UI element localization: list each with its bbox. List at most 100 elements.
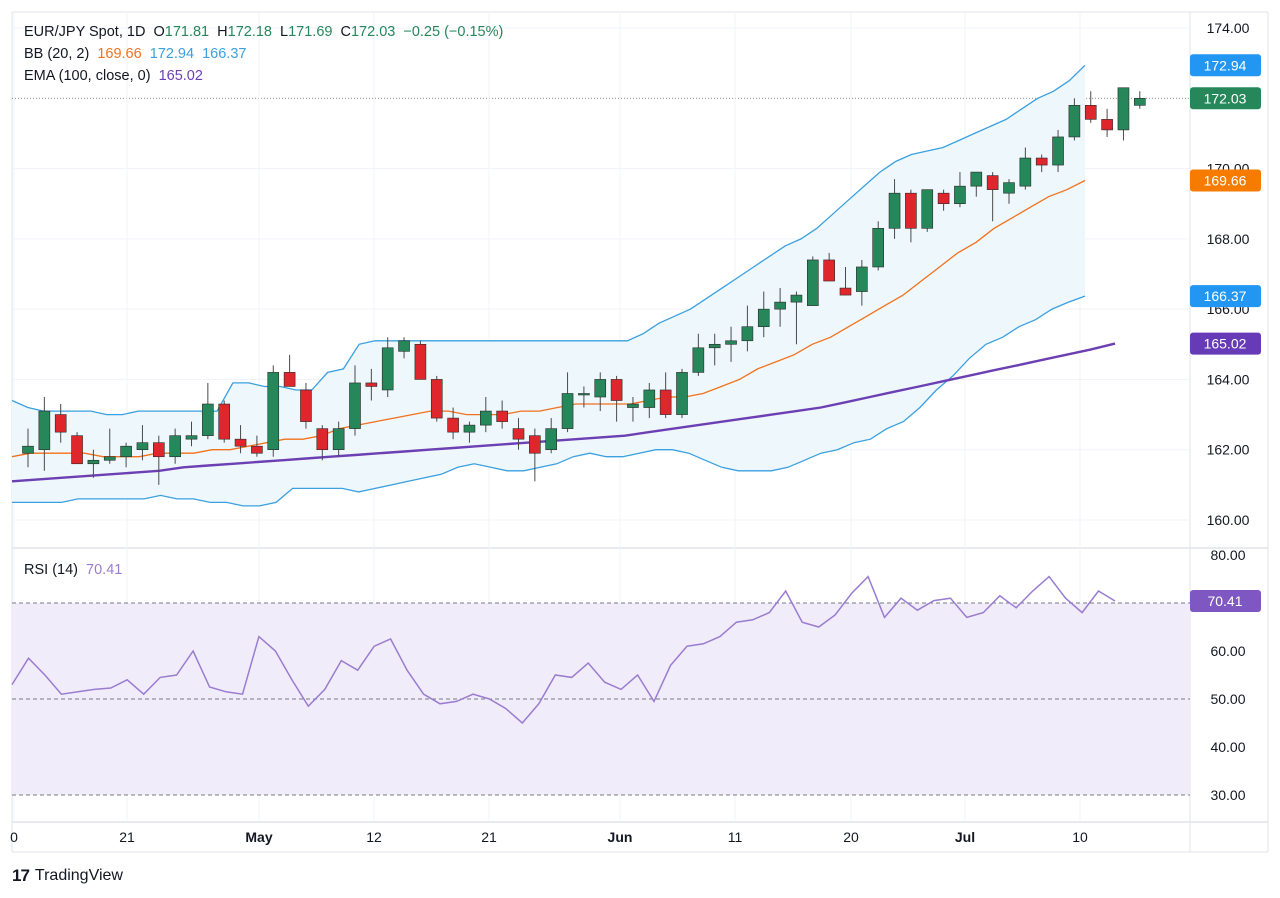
candle-down-body xyxy=(1101,119,1113,131)
candle-up-body xyxy=(1003,182,1015,194)
price-tick-label: 164.00 xyxy=(1207,371,1250,387)
change-value: −0.25 (−0.15%) xyxy=(403,24,504,40)
rsi-tick-label: 40.00 xyxy=(1210,739,1245,755)
candle-up-body xyxy=(87,459,100,465)
candle xyxy=(381,337,394,397)
time-tick-label: 20 xyxy=(843,829,859,845)
candle-up-body xyxy=(954,185,966,205)
time-tick-label: Jul xyxy=(955,829,975,845)
candle xyxy=(103,428,116,464)
candle-up-body xyxy=(1117,87,1130,131)
candle-up-body xyxy=(741,326,754,342)
candle xyxy=(725,326,737,362)
bb-lower-price-label: 166.37 xyxy=(1190,285,1261,308)
candle xyxy=(1134,91,1146,109)
candle-down-body xyxy=(823,259,835,282)
bb-lower-line xyxy=(12,295,1086,507)
candle-up-body xyxy=(1052,136,1064,166)
high-key: H xyxy=(217,24,228,40)
price-label-text: 169.66 xyxy=(1204,173,1247,189)
rsi-tick-label: 60.00 xyxy=(1210,643,1245,659)
candle-up-body xyxy=(1134,97,1146,106)
candle-down-body xyxy=(283,372,296,387)
tradingview-brand[interactable]: TradingView xyxy=(34,867,123,884)
candle-down-body xyxy=(251,445,263,454)
candle xyxy=(316,425,329,461)
candle-up-body xyxy=(545,428,558,451)
candle xyxy=(1035,154,1048,173)
candle-up-body xyxy=(921,189,934,229)
rsi-legend-label[interactable]: RSI (14) xyxy=(24,562,78,578)
candle-down-body xyxy=(54,414,67,433)
bb-legend-label[interactable]: BB (20, 2) xyxy=(24,46,90,62)
ema-line xyxy=(11,342,1116,483)
low-value: 171.69 xyxy=(288,24,333,40)
price-tick-label: 160.00 xyxy=(1207,512,1250,528)
candle-up-body xyxy=(888,192,901,229)
ema-legend-label[interactable]: EMA (100, close, 0) xyxy=(24,68,151,84)
candle xyxy=(627,397,639,422)
candle-down-body xyxy=(218,403,230,440)
ema-value: 165.02 xyxy=(158,68,203,84)
candle-down-body xyxy=(71,435,83,465)
candle-down-body xyxy=(365,382,378,387)
candle xyxy=(365,368,378,401)
candle-up-body xyxy=(790,294,803,303)
candle xyxy=(71,432,83,465)
candle-down-body xyxy=(905,192,917,229)
candle xyxy=(283,354,296,387)
rsi-line xyxy=(11,575,1116,725)
candle-up-body xyxy=(38,410,51,451)
candle xyxy=(414,340,427,380)
candle xyxy=(496,400,508,429)
time-tick-label: 0 xyxy=(10,829,18,845)
price-tick-label: 174.00 xyxy=(1207,20,1250,36)
candle xyxy=(708,333,721,366)
candle xyxy=(479,397,492,433)
bb-fill xyxy=(12,65,1085,506)
candle-down-body xyxy=(447,417,459,433)
candle-down-body xyxy=(610,379,623,401)
candle-down-body xyxy=(986,175,999,190)
candle xyxy=(659,372,672,419)
bollinger-bands xyxy=(11,64,1086,507)
bb-upper-value: 172.94 xyxy=(149,46,195,62)
price-label-text: 172.03 xyxy=(1204,90,1247,106)
rsi-value-label: 70.41 xyxy=(1190,590,1261,613)
candle xyxy=(954,172,966,208)
candle-up-body xyxy=(594,379,607,398)
candle-down-body xyxy=(512,428,525,440)
candle xyxy=(774,288,786,327)
bb-upper-price-label: 172.94 xyxy=(1190,54,1261,77)
candle xyxy=(300,382,312,429)
candle-up-body xyxy=(872,228,885,268)
candle xyxy=(823,252,835,282)
candle xyxy=(888,179,901,239)
time-tick-label: Jun xyxy=(608,829,633,845)
candle xyxy=(87,449,100,478)
rsi-label-text: 70.41 xyxy=(1207,593,1242,609)
candle xyxy=(54,404,67,443)
candle-down-body xyxy=(234,438,247,447)
ema-100-line xyxy=(11,342,1116,483)
price-label-box xyxy=(1190,54,1261,77)
bb-mid-price-label: 169.66 xyxy=(1190,169,1261,192)
price-labels: 172.94 172.03 169.66 166.37 165.02 70.41 xyxy=(1190,54,1261,613)
ema-legend: EMA (100, close, 0) 165.02 xyxy=(24,68,207,84)
candle-down-body xyxy=(937,192,950,205)
candle-down-body xyxy=(153,442,165,458)
bb-mid-line xyxy=(11,179,1086,458)
candle-up-body xyxy=(757,308,770,328)
open-value: 171.81 xyxy=(164,24,210,40)
candle-down-body xyxy=(300,389,312,422)
candle xyxy=(578,386,590,408)
price-label-box xyxy=(1190,285,1261,308)
candle xyxy=(872,221,885,271)
candle xyxy=(1019,147,1032,190)
price-label-box xyxy=(1190,87,1261,110)
candle xyxy=(1068,98,1081,141)
symbol-title[interactable]: EUR/JPY Spot, 1D xyxy=(24,24,146,40)
candle xyxy=(970,171,983,197)
open-key: O xyxy=(153,24,165,40)
